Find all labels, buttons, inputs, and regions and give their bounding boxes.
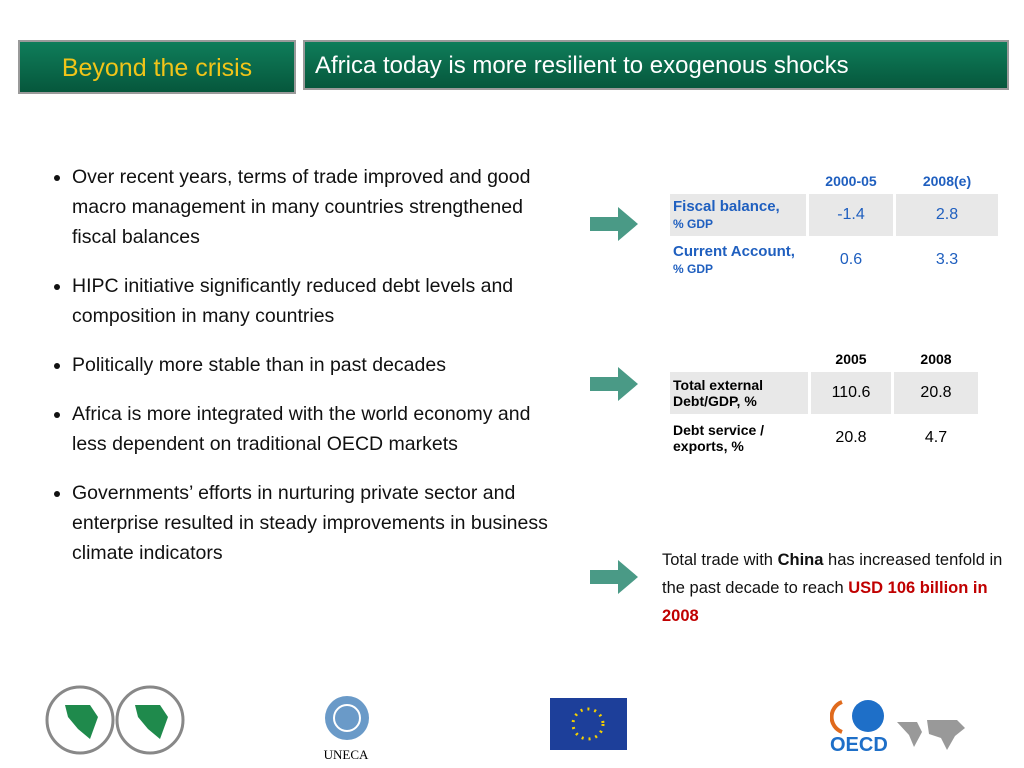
arrow	[590, 207, 638, 241]
row-label: Total external Debt/GDP, %	[670, 372, 808, 414]
debt-table: 2005 2008 Total external Debt/GDP, % 110.6…	[667, 346, 981, 462]
arrow	[590, 367, 638, 401]
note-highlight: USD 106 billion in 2008	[662, 579, 988, 625]
note-bold: China	[777, 551, 824, 569]
world-map	[897, 720, 965, 750]
bullet: Governments’ efforts in nurturing privat…	[72, 478, 562, 568]
oecd-emblem	[830, 700, 884, 734]
cell: 20.8	[894, 372, 978, 414]
afdb-logo	[45, 685, 185, 755]
slide-title: Africa today is more resilient to exogen…	[303, 40, 1009, 90]
cell: 110.6	[811, 372, 891, 414]
row-label-wrap: Current Account, % GDP	[670, 239, 806, 281]
row-label: Debt service / exports, %	[673, 422, 765, 454]
row-label: Fiscal balance,	[673, 198, 780, 215]
cell: 2.8	[896, 194, 998, 236]
note-text: has increased tenfold in the past decade…	[662, 551, 1003, 597]
note: Total trade with China has increased ten…	[662, 546, 1012, 630]
row-unit: % GDP	[673, 217, 714, 231]
eu-flag	[550, 698, 627, 750]
bullet: Over recent years, terms of trade improv…	[72, 162, 562, 252]
cell: 20.8	[835, 429, 867, 446]
logo-text: OECD	[830, 734, 888, 756]
column-header: 2005	[835, 351, 867, 367]
cell: -1.4	[809, 194, 893, 236]
arrow	[590, 560, 638, 594]
section-label: Beyond the crisis	[18, 40, 296, 94]
un-emblem	[325, 696, 369, 740]
row-label: Current Account,	[673, 243, 795, 260]
bullet-list: Over recent years, terms of trade improv…	[50, 162, 562, 587]
fiscal-table: 2000-05 2008(e) Fiscal balance, % GDP -1.4 2…	[667, 168, 1001, 284]
logo-text: UNECA	[323, 747, 369, 762]
bullet: Politically more stable than in past dec…	[72, 350, 562, 380]
cell: 0.6	[839, 251, 863, 268]
bullet: Africa is more integrated with the world…	[72, 399, 562, 459]
note-text: Total trade with	[662, 551, 773, 569]
cell: 3.3	[935, 251, 959, 268]
cell: 4.7	[924, 429, 948, 446]
row-unit: % GDP	[673, 262, 714, 276]
column-header: 2008	[920, 351, 952, 367]
column-header: 2008(e)	[922, 173, 972, 189]
column-header: 2000-05	[825, 173, 877, 189]
bullet: HIPC initiative significantly reduced de…	[72, 271, 562, 331]
